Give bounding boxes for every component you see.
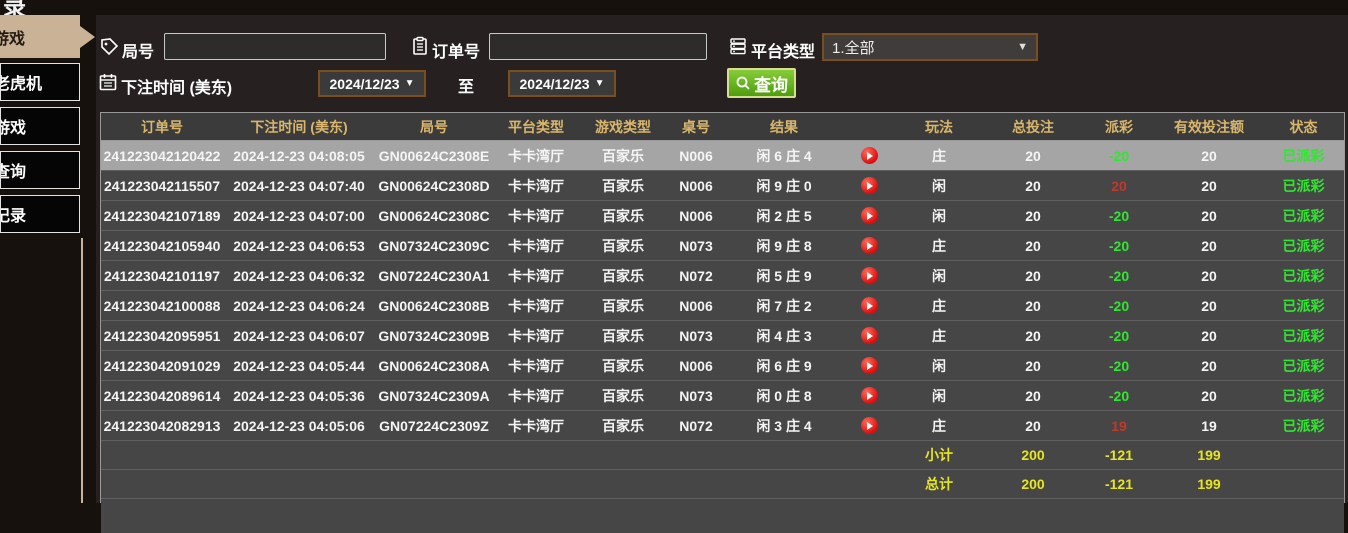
table-row[interactable]: 241223042105940 2024-12-23 04:06:53 GN07…	[101, 231, 1344, 261]
table-row[interactable]: 241223042115507 2024-12-23 04:07:40 GN00…	[101, 171, 1344, 201]
play-icon[interactable]	[860, 327, 878, 344]
bet-records-table: 订单号 下注时间 (美东) 局号 平台类型 游戏类型 桌号 结果 玩法 总投注 …	[100, 112, 1345, 533]
date-from-picker[interactable]: 2024/12/23 ▼	[318, 70, 426, 97]
sidebar-item-slots[interactable]: 老虎机	[0, 63, 80, 101]
total-label: 总计	[925, 476, 953, 492]
col-table-no: 桌号	[682, 118, 710, 135]
table-row[interactable]: 241223042082913 2024-12-23 04:05:06 GN07…	[101, 411, 1344, 441]
tag-icon	[99, 37, 119, 57]
total-row: 总计 200 -121 199	[101, 470, 1344, 499]
table-row[interactable]: 241223042095951 2024-12-23 04:06:07 GN07…	[101, 321, 1344, 351]
table-row[interactable]: 241223042089614 2024-12-23 04:05:36 GN07…	[101, 381, 1344, 411]
col-game-no: 局号	[420, 118, 448, 135]
empty-row	[101, 499, 1344, 533]
play-icon[interactable]	[860, 387, 878, 404]
table-row[interactable]: 241223042101197 2024-12-23 04:06:32 GN07…	[101, 261, 1344, 291]
total-payout: -121	[1104, 476, 1134, 492]
col-game-type: 游戏类型	[595, 118, 651, 135]
sidebar-divider	[81, 238, 83, 503]
play-icon[interactable]	[860, 237, 878, 254]
col-platform: 平台类型	[508, 118, 564, 135]
subtotal-bet: 200	[1021, 447, 1045, 463]
play-icon[interactable]	[860, 297, 878, 314]
date-to-picker[interactable]: 2024/12/23 ▼	[508, 70, 616, 97]
platform-type-label: 平台类型	[751, 44, 816, 61]
chevron-down-icon: ▼	[404, 78, 415, 89]
total-valid: 199	[1197, 476, 1221, 492]
col-total-bet: 总投注	[1012, 118, 1054, 135]
play-icon[interactable]	[860, 417, 878, 434]
game-no-label: 局号	[122, 44, 155, 61]
total-bet: 200	[1021, 476, 1045, 492]
col-bet-time: 下注时间 (美东)	[250, 118, 348, 135]
sidebar-item-records[interactable]: 记录	[0, 195, 80, 233]
chevron-down-icon: ▼	[1017, 41, 1028, 53]
play-icon[interactable]	[860, 357, 878, 374]
search-icon	[736, 76, 750, 90]
query-button[interactable]: 查询	[727, 68, 796, 98]
order-no-label: 订单号	[432, 44, 481, 61]
subtotal-row: 小计 200 -121 199	[101, 441, 1344, 470]
order-no-input[interactable]	[489, 33, 707, 60]
table-row[interactable]: 241223042120422 2024-12-23 04:08:05 GN00…	[101, 141, 1344, 171]
play-icon[interactable]	[860, 147, 878, 164]
col-replay	[843, 113, 895, 140]
col-result: 结果	[770, 118, 798, 135]
bet-time-label: 下注时间 (美东)	[121, 80, 233, 97]
table-header-row: 订单号 下注时间 (美东) 局号 平台类型 游戏类型 桌号 结果 玩法 总投注 …	[101, 113, 1344, 141]
subtotal-valid: 199	[1197, 447, 1221, 463]
date-to-connector: 至	[458, 79, 475, 96]
sidebar-item-games-2[interactable]: 游戏	[0, 107, 80, 145]
game-no-input[interactable]	[164, 33, 386, 60]
col-payout: 派彩	[1105, 118, 1133, 135]
table-row[interactable]: 241223042100088 2024-12-23 04:06:24 GN00…	[101, 291, 1344, 321]
play-icon[interactable]	[860, 177, 878, 194]
sidebar-item-query[interactable]: 查询	[0, 151, 80, 189]
col-status: 状态	[1289, 118, 1318, 135]
play-icon[interactable]	[860, 267, 878, 284]
sidebar-item-games[interactable]: 游戏	[0, 15, 80, 58]
col-order-no: 订单号	[141, 118, 183, 135]
table-row[interactable]: 241223042091029 2024-12-23 04:05:44 GN00…	[101, 351, 1344, 381]
chevron-down-icon: ▼	[594, 78, 605, 89]
play-icon[interactable]	[860, 207, 878, 224]
subtotal-payout: -121	[1104, 447, 1134, 463]
platform-list-icon	[728, 36, 748, 56]
clipboard-icon	[410, 36, 430, 56]
platform-type-select[interactable]: 1.全部 ▼	[822, 33, 1038, 61]
calendar-icon	[98, 72, 118, 92]
col-wager: 玩法	[925, 118, 953, 135]
sidebar: 游戏 老虎机 游戏 查询 记录	[0, 0, 96, 503]
subtotal-label: 小计	[925, 447, 953, 463]
col-valid-bet: 有效投注额	[1174, 118, 1244, 135]
table-row[interactable]: 241223042107189 2024-12-23 04:07:00 GN00…	[101, 201, 1344, 231]
